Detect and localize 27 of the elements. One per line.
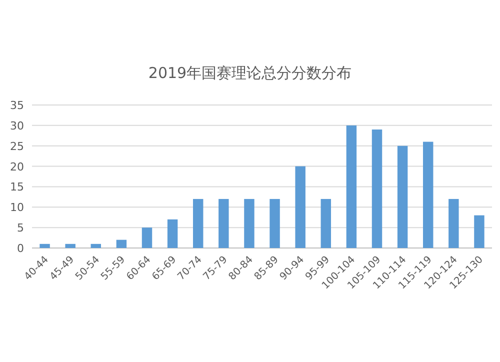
bar [90, 244, 101, 248]
chart-title: 2019年国赛理论总分分数分布 [148, 64, 352, 82]
bar [40, 244, 50, 248]
bar [372, 130, 382, 248]
bar [423, 142, 434, 248]
y-tick-label: 35 [10, 99, 24, 112]
bar [142, 228, 152, 248]
y-tick-label: 0 [17, 242, 24, 255]
y-tick-label: 5 [17, 222, 24, 235]
bar [244, 198, 254, 248]
bar [193, 198, 204, 248]
y-tick-label: 10 [10, 201, 24, 214]
bar [397, 146, 408, 248]
bar [346, 125, 357, 248]
bar [116, 240, 127, 248]
y-tick-label: 25 [10, 140, 24, 153]
y-tick-label: 30 [10, 119, 24, 132]
bar [448, 198, 459, 248]
bar [65, 244, 76, 248]
y-tick-label: 15 [10, 180, 24, 194]
y-tick-label: 20 [10, 160, 24, 174]
bar [295, 166, 306, 248]
bar [167, 219, 178, 248]
bar [474, 215, 484, 248]
bar [218, 198, 229, 248]
bar [320, 198, 331, 248]
bar [270, 198, 280, 248]
